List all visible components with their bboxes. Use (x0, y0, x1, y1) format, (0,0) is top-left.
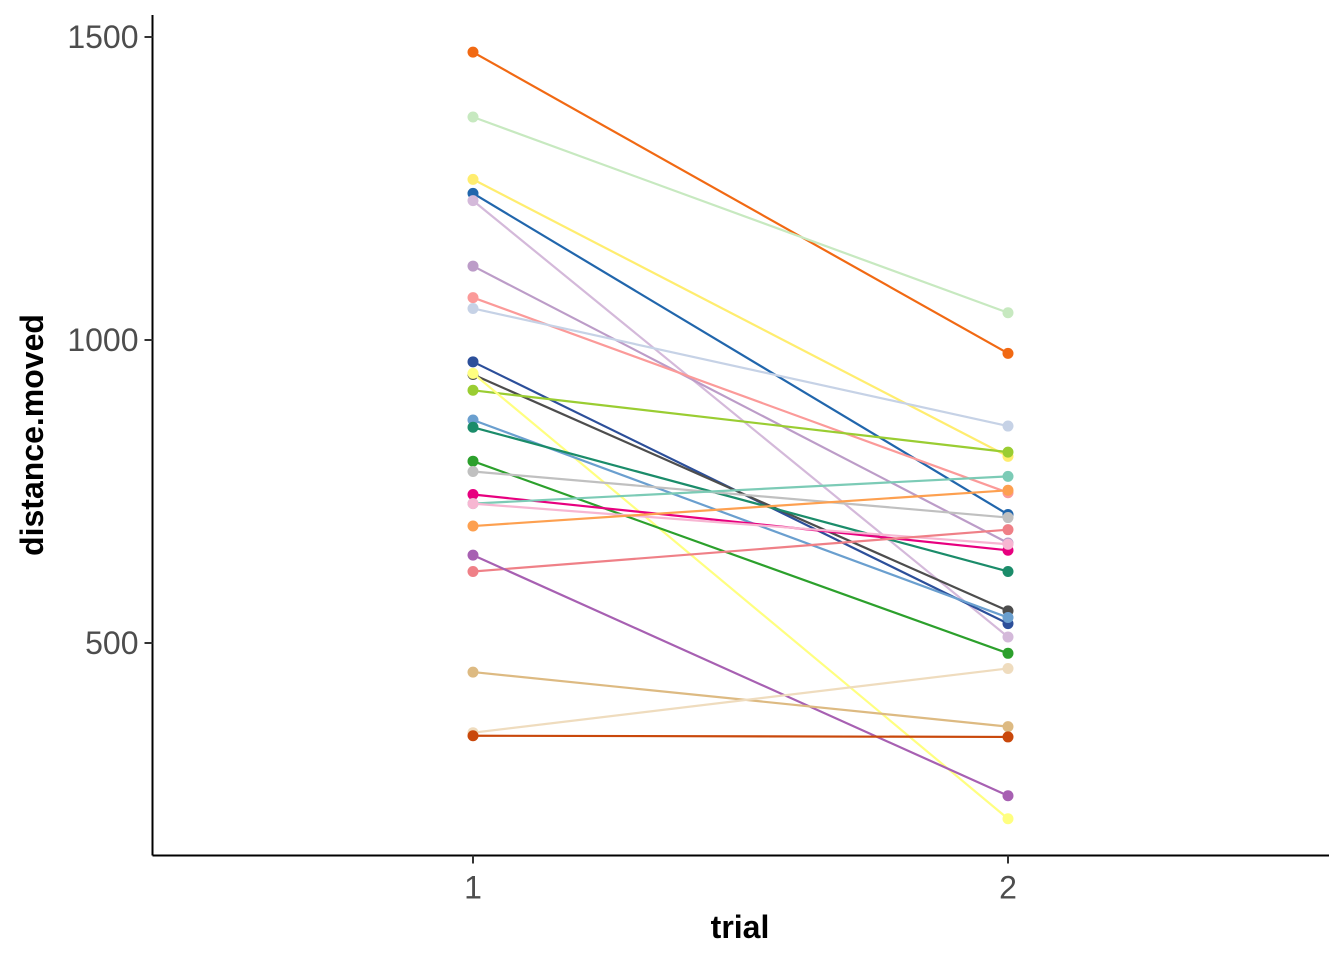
data-point-trial-1 (467, 455, 479, 467)
data-point-trial-1 (467, 565, 479, 577)
series-7 (467, 292, 1014, 499)
data-point-trial-2 (1002, 524, 1014, 536)
series-14 (467, 421, 1014, 577)
x-axis-title: trial (711, 909, 770, 945)
series-20 (467, 484, 1014, 532)
series-line (472, 667, 1009, 734)
series-23 (467, 666, 1014, 733)
series-15 (467, 455, 1014, 659)
data-point-trial-1 (467, 421, 479, 433)
data-point-trial-1 (467, 384, 479, 396)
data-point-trial-2 (1002, 484, 1014, 496)
data-point-trial-1 (467, 46, 479, 58)
series-13 (467, 414, 1014, 624)
series-line (472, 418, 1009, 619)
series-10 (467, 369, 1014, 617)
y-tick-label: 1500 (67, 19, 138, 55)
series-11 (467, 384, 1014, 458)
series-line (472, 178, 1009, 458)
series-line (472, 734, 1009, 739)
data-point-trial-1 (467, 111, 479, 123)
series-line (472, 307, 1009, 428)
data-point-trial-2 (1002, 420, 1014, 432)
data-point-trial-2 (1002, 721, 1014, 733)
data-point-trial-1 (467, 520, 479, 532)
series-line (472, 372, 1009, 820)
data-layer (467, 46, 1014, 825)
series-line (472, 426, 1009, 573)
data-point-trial-1 (467, 302, 479, 314)
data-point-trial-2 (1002, 470, 1014, 482)
series-line (472, 489, 1009, 528)
series-5 (467, 195, 1014, 643)
series-line (472, 670, 1009, 728)
series-line (472, 493, 1009, 552)
data-point-trial-2 (1002, 347, 1014, 359)
series-line (472, 373, 1009, 612)
x-tick-label: 1 (464, 870, 482, 906)
data-point-trial-1 (467, 549, 479, 561)
data-point-trial-2 (1002, 612, 1014, 624)
data-point-trial-1 (467, 260, 479, 272)
y-ticks: 500 1000 1500 (67, 19, 153, 661)
data-point-trial-2 (1002, 790, 1014, 802)
data-point-trial-1 (467, 730, 479, 742)
y-tick-label: 500 (85, 625, 138, 661)
data-point-trial-1 (467, 195, 479, 207)
series-line (472, 389, 1009, 454)
data-point-trial-2 (1002, 512, 1014, 524)
series-line (472, 528, 1009, 573)
data-point-trial-2 (1002, 731, 1014, 743)
data-point-trial-1 (467, 367, 479, 379)
data-point-trial-1 (467, 489, 479, 501)
data-point-trial-2 (1002, 307, 1014, 319)
data-point-trial-1 (467, 466, 479, 478)
series-line (472, 296, 1009, 494)
series-line (472, 199, 1009, 638)
series-21 (467, 524, 1014, 577)
data-point-trial-1 (467, 173, 479, 185)
series-1 (467, 46, 1014, 359)
series-2 (467, 111, 1014, 319)
data-point-trial-2 (1002, 538, 1014, 550)
series-6 (467, 260, 1014, 549)
x-tick-label: 2 (999, 870, 1017, 906)
y-tick-label: 1000 (67, 322, 138, 358)
series-line (472, 554, 1009, 797)
data-point-trial-1 (467, 292, 479, 304)
series-line (472, 470, 1009, 519)
data-point-trial-1 (467, 498, 479, 510)
series-8 (467, 302, 1014, 432)
series-12 (467, 367, 1014, 825)
data-point-trial-2 (1002, 565, 1014, 577)
series-line (472, 460, 1009, 655)
data-point-trial-1 (467, 356, 479, 368)
y-axis-title: distance.moved (14, 314, 50, 556)
data-point-trial-2 (1002, 662, 1014, 674)
series-line (472, 115, 1009, 314)
data-point-trial-2 (1002, 647, 1014, 659)
series-17 (467, 489, 1014, 556)
series-line (472, 51, 1009, 355)
data-point-trial-1 (467, 666, 479, 678)
series-line (472, 475, 1009, 505)
series-22 (467, 549, 1014, 802)
series-line (472, 192, 1009, 516)
data-point-trial-2 (1002, 446, 1014, 458)
data-point-trial-2 (1002, 631, 1014, 643)
data-point-trial-2 (1002, 813, 1014, 825)
series-16 (467, 466, 1014, 524)
series-4 (467, 187, 1014, 521)
series-25 (467, 730, 1014, 743)
